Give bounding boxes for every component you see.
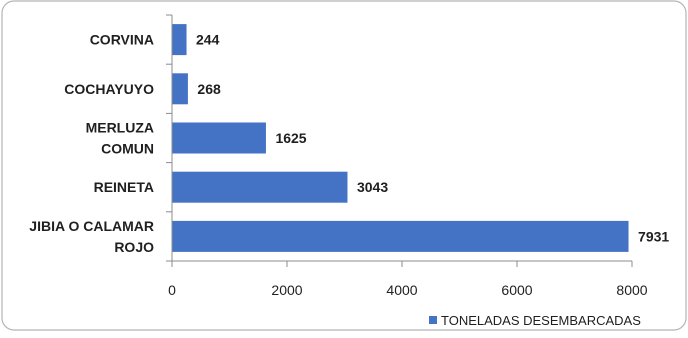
bar <box>172 122 266 154</box>
category-label: CORVINA <box>90 32 154 48</box>
category-label: JIBIA O CALAMAR <box>29 218 154 234</box>
category-label: REINETA <box>94 179 154 195</box>
category-label: ROJO <box>114 239 154 255</box>
x-tick-label: 6000 <box>501 282 532 298</box>
x-tick-label: 2000 <box>271 282 302 298</box>
bar-value-label: 7931 <box>638 228 669 244</box>
bar <box>172 171 348 203</box>
bar <box>172 24 187 56</box>
chart-border <box>1 0 687 331</box>
legend: TONELADAS DESEMBARCADAS <box>429 313 641 328</box>
plot-area: 0 2000 4000 6000 8000 244 CORVINA 268 COCHAYUYO 1… <box>29 14 669 298</box>
bar <box>172 73 188 105</box>
bar-value-label: 244 <box>196 32 220 48</box>
x-tick-label: 8000 <box>616 282 647 298</box>
category-label: COCHAYUYO <box>64 81 154 97</box>
bar-value-label: 268 <box>197 81 221 97</box>
x-tick-label: 4000 <box>386 282 417 298</box>
bar-value-label: 3043 <box>357 179 388 195</box>
bar <box>172 220 629 252</box>
category-label: COMUN <box>101 141 154 157</box>
legend-swatch <box>429 316 437 324</box>
category-label: MERLUZA <box>86 120 154 136</box>
legend-label: TONELADAS DESEMBARCADAS <box>441 313 641 328</box>
x-tick-label: 0 <box>168 282 176 298</box>
bar-value-label: 1625 <box>275 130 306 146</box>
